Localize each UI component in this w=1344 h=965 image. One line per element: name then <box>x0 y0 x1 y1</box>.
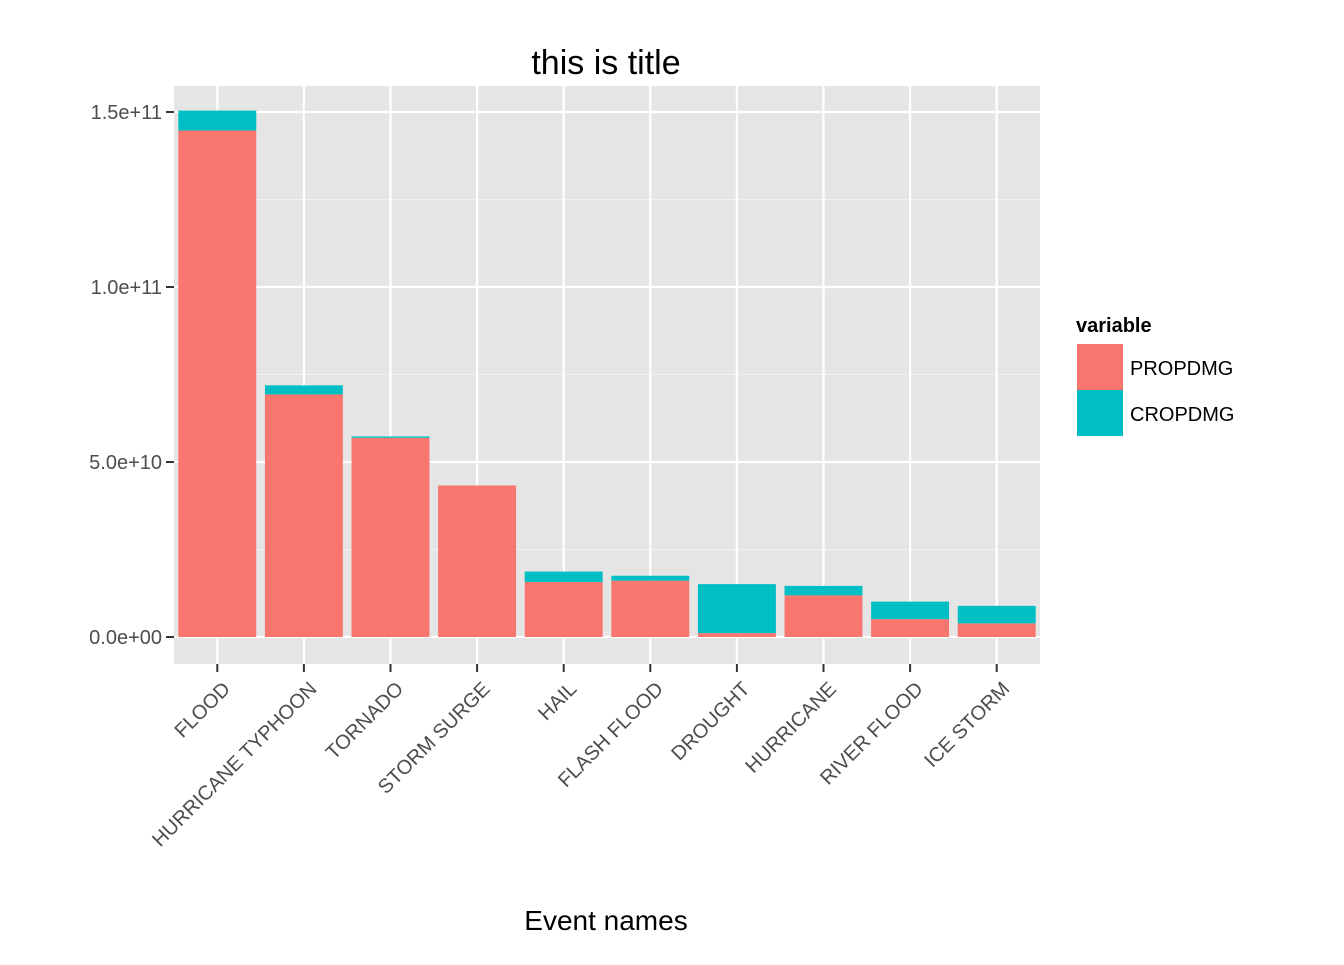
y-tick-label: 5.0e+10 <box>89 452 162 474</box>
legend-key-propdmg <box>1077 344 1123 390</box>
bar-cropdmg-ice-storm <box>957 605 1036 624</box>
bar-propdmg-flash-flood <box>611 580 690 637</box>
legend-label-cropdmg: CROPDMG <box>1130 404 1234 426</box>
legend-key-cropdmg <box>1077 390 1123 436</box>
bar-propdmg-river-flood <box>871 619 950 637</box>
bar-propdmg-tornado <box>351 437 430 637</box>
legend-label-propdmg: PROPDMG <box>1130 358 1233 380</box>
bar-propdmg-hurricane-typhoon <box>264 394 343 637</box>
bar-propdmg-hail <box>524 582 603 637</box>
bar-propdmg-hurricane <box>784 595 863 637</box>
x-tick-label: ICE STORM <box>920 678 1014 772</box>
bar-cropdmg-tornado <box>351 436 430 438</box>
y-tick-label: 1.0e+11 <box>91 277 162 299</box>
bar-propdmg-drought <box>697 633 776 637</box>
bar-cropdmg-flash-flood <box>611 575 690 581</box>
x-tick-label: FLOOD <box>171 678 235 742</box>
chart-title: this is title <box>531 44 680 82</box>
bar-cropdmg-hurricane-typhoon <box>264 385 343 395</box>
legend-title: variable <box>1076 315 1152 337</box>
y-axis: 0.0e+00 5.0e+10 1.0e+11 1.5e+11 <box>89 102 174 649</box>
bar-propdmg-ice-storm <box>957 623 1036 637</box>
bar-cropdmg-river-flood <box>871 601 950 620</box>
x-axis-title: Event names <box>524 905 687 936</box>
bar-cropdmg-hail <box>524 571 603 583</box>
x-tick-label: HURRICANE TYPHOON <box>148 678 321 851</box>
bar-propdmg-storm-surge <box>438 485 517 637</box>
y-tick-label: 1.5e+11 <box>91 102 162 124</box>
x-tick-label: TORNADO <box>322 678 408 764</box>
bars <box>178 110 1036 638</box>
bar-cropdmg-drought <box>697 584 776 634</box>
x-tick-label: DROUGHT <box>667 678 754 765</box>
bar-cropdmg-hurricane <box>784 585 863 596</box>
y-tick-label: 0.0e+00 <box>89 627 162 649</box>
legend: variable PROPDMG CROPDMG <box>1076 315 1234 436</box>
bar-cropdmg-flood <box>178 110 257 131</box>
bar-propdmg-flood <box>178 130 257 638</box>
x-tick-label: HAIL <box>534 678 581 725</box>
